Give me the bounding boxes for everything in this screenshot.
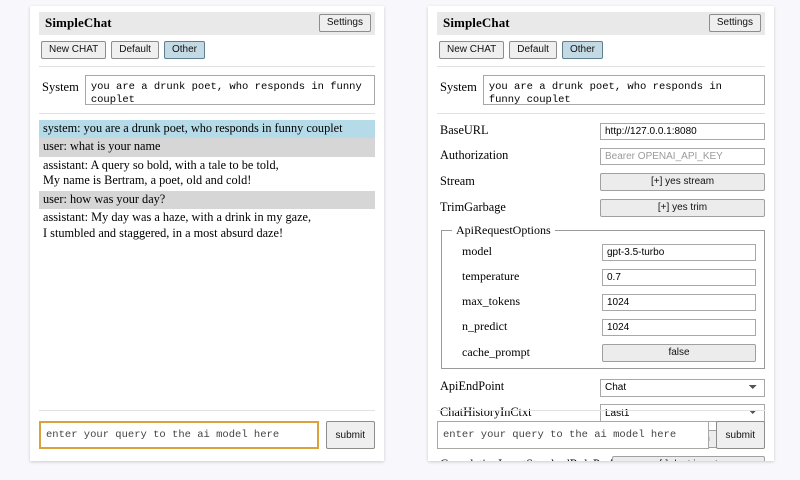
setting-input-model[interactable] bbox=[602, 244, 756, 261]
setting-label-baseurl: BaseURL bbox=[440, 123, 489, 137]
new-chat-button[interactable]: New CHAT bbox=[41, 41, 107, 59]
page-title: SimpleChat bbox=[45, 15, 112, 30]
query-input[interactable] bbox=[39, 421, 319, 449]
system-prompt-label: System bbox=[42, 80, 79, 94]
setting-label-chathistoryinctxt: ChatHistoryInCtxt bbox=[440, 404, 532, 419]
session-tab-other-2[interactable]: Other bbox=[561, 41, 603, 59]
chat-message-user-2: user: how was your day? bbox=[39, 190, 375, 210]
session-tab-default-2[interactable]: Default bbox=[509, 41, 557, 59]
setting-select-apiendpoint[interactable]: Chat bbox=[600, 378, 765, 397]
setting-label-trimgarbage: TrimGarbage bbox=[440, 199, 506, 214]
chat-panel: SimpleChat Settings New CHAT Default Oth… bbox=[30, 6, 384, 461]
setting-label-authorization: Authorization bbox=[440, 148, 509, 162]
setting-row-completioninsertstandardroleprefix: CompletionInsertStandardRolePrefix [-] d… bbox=[437, 454, 765, 461]
settings-button[interactable]: Settings bbox=[318, 14, 371, 32]
setting-input-n-predict[interactable] bbox=[602, 319, 756, 336]
setting-row-model: model bbox=[450, 242, 756, 261]
setting-toggle-stream[interactable]: [+] yes stream bbox=[600, 173, 765, 191]
setting-input-temperature[interactable] bbox=[602, 269, 756, 286]
toolbar-divider-2 bbox=[437, 66, 765, 67]
setting-row-baseurl: BaseURL bbox=[437, 121, 765, 140]
setting-input-authorization[interactable] bbox=[600, 148, 765, 165]
setting-row-temperature: temperature bbox=[450, 267, 756, 286]
setting-toggle-completioninsertstandardroleprefix[interactable]: [-] dont insert bbox=[612, 456, 765, 461]
query-bar: submit bbox=[39, 410, 375, 449]
system-prompt-input[interactable]: you are a drunk poet, who responds in fu… bbox=[84, 75, 375, 105]
chat-message-assistant-2: assistant: My day was a haze, with a dri… bbox=[43, 210, 312, 240]
chat-message-list: system: you are a drunk poet, who respon… bbox=[39, 113, 375, 243]
app-header: SimpleChat Settings bbox=[39, 12, 375, 35]
page-title-settings: SimpleChat bbox=[443, 15, 510, 30]
submit-button[interactable]: submit bbox=[325, 421, 375, 449]
submit-button-2[interactable]: submit bbox=[715, 421, 765, 449]
query-input-2[interactable] bbox=[437, 421, 709, 449]
settings-list: BaseURL Authorization Stream [+] yes str… bbox=[437, 113, 765, 461]
setting-toggle-trimgarbage[interactable]: [+] yes trim bbox=[600, 199, 765, 217]
settings-panel: SimpleChat Settings New CHAT Default Oth… bbox=[428, 6, 774, 461]
setting-label-stream: Stream bbox=[440, 173, 475, 188]
setting-label-model: model bbox=[462, 244, 492, 258]
setting-label-apiendpoint: ApiEndPoint bbox=[440, 379, 505, 394]
system-prompt-input-2[interactable]: you are a drunk poet, who responds in fu… bbox=[482, 75, 765, 105]
chat-message-system: system: you are a drunk poet, who respon… bbox=[39, 120, 375, 139]
setting-label-n-predict: n_predict bbox=[462, 319, 508, 333]
app-header-settings: SimpleChat Settings bbox=[437, 12, 765, 35]
session-toolbar-settings: New CHAT Default Other bbox=[437, 41, 765, 66]
toolbar-divider bbox=[39, 66, 375, 67]
system-prompt-label-2: System bbox=[440, 80, 477, 94]
session-tab-other[interactable]: Other bbox=[163, 41, 205, 59]
session-tab-default[interactable]: Default bbox=[111, 41, 159, 59]
session-toolbar: New CHAT Default Other bbox=[39, 41, 375, 66]
new-chat-button-2[interactable]: New CHAT bbox=[439, 41, 505, 59]
setting-label-temperature: temperature bbox=[462, 269, 520, 283]
chat-message-user-1: user: what is your name bbox=[39, 138, 375, 157]
setting-input-baseurl[interactable] bbox=[600, 123, 765, 140]
setting-label-max-tokens: max_tokens bbox=[462, 294, 520, 308]
setting-label-completioninsertstandardroleprefix: CompletionInsertStandardRolePrefix bbox=[440, 457, 623, 462]
system-prompt-row: System you are a drunk poet, who respond… bbox=[39, 75, 375, 105]
setting-input-max-tokens[interactable] bbox=[602, 294, 756, 311]
setting-row-n-predict: n_predict bbox=[450, 317, 756, 336]
chat-message-assistant-1: assistant: A query so bold, with a tale … bbox=[43, 157, 279, 188]
setting-row-cache-prompt: cache_prompt false bbox=[450, 342, 756, 362]
setting-row-authorization: Authorization bbox=[437, 146, 765, 165]
setting-row-stream: Stream [+] yes stream bbox=[437, 171, 765, 191]
setting-toggle-cache-prompt[interactable]: false bbox=[602, 344, 756, 362]
setting-row-max-tokens: max_tokens bbox=[450, 292, 756, 311]
query-bar-settings: submit bbox=[437, 410, 765, 449]
setting-row-trimgarbage: TrimGarbage [+] yes trim bbox=[437, 197, 765, 217]
system-prompt-row-2: System you are a drunk poet, who respond… bbox=[437, 75, 765, 105]
setting-row-apiendpoint: ApiEndPoint Chat bbox=[437, 377, 765, 397]
api-request-options-legend: ApiRequestOptions bbox=[456, 223, 551, 237]
setting-label-cache-prompt: cache_prompt bbox=[462, 344, 530, 359]
settings-button-2[interactable]: Settings bbox=[708, 14, 761, 32]
api-request-options-group: ApiRequestOptions model temperature max_… bbox=[441, 223, 765, 369]
